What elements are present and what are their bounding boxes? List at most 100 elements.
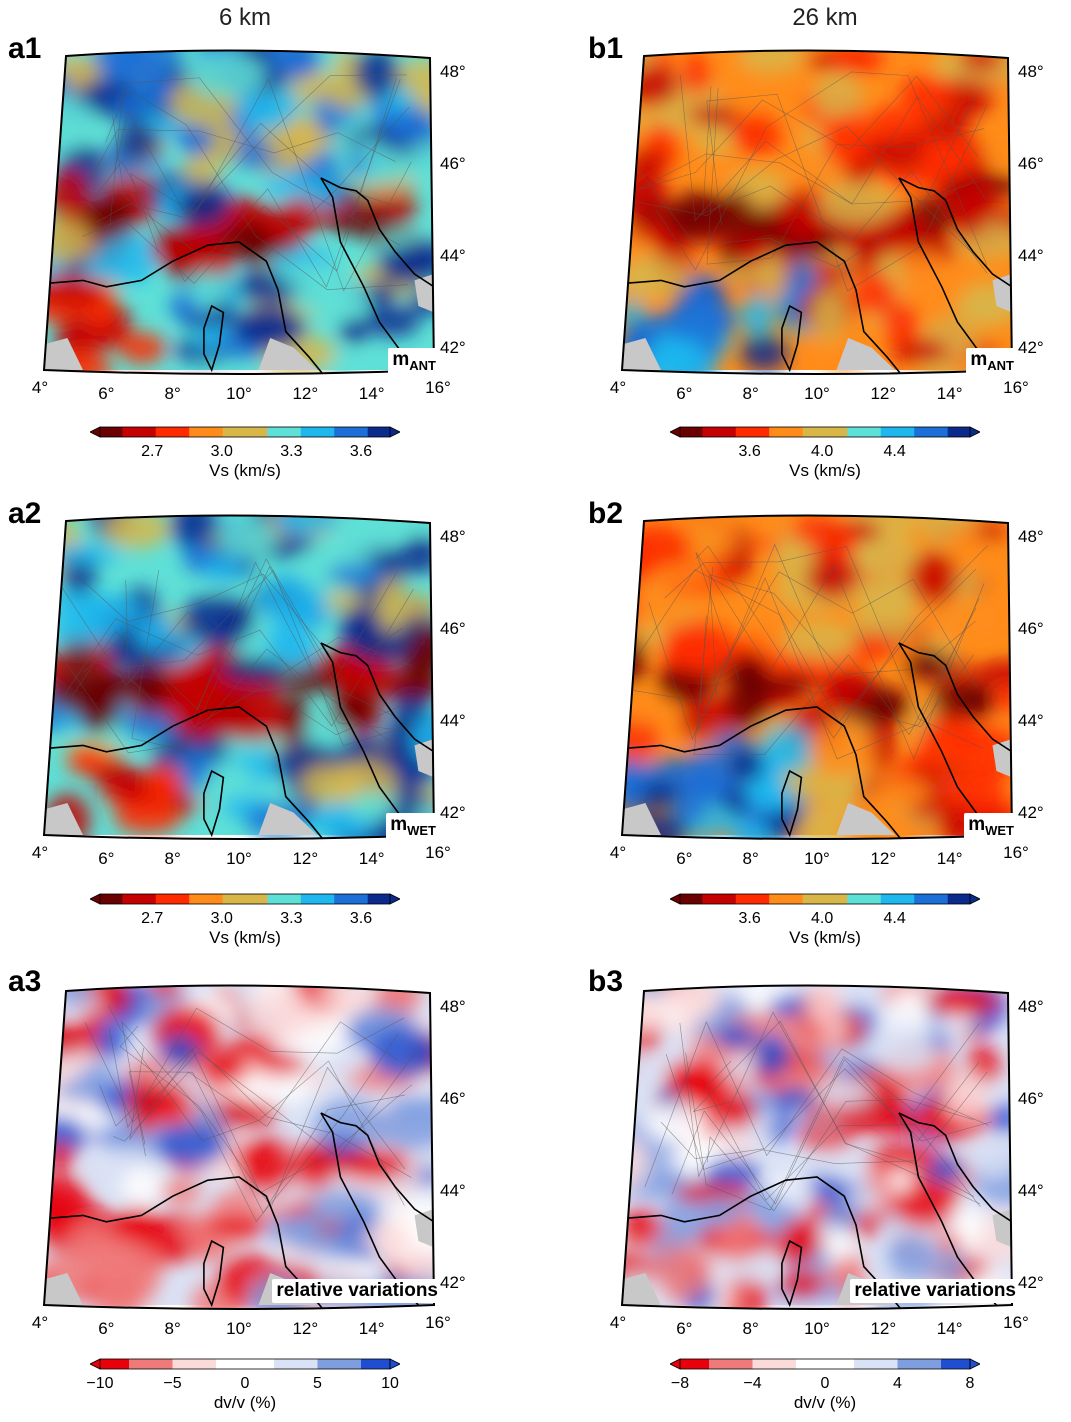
map-panel-b1: mANT 4° 6° 8° 10° 12° 14° 16° 48° 46° 44° 42°	[610, 49, 1044, 403]
colorbar-tick-label: −8	[670, 1375, 690, 1392]
colorbar-tick-label: 8	[965, 1375, 975, 1392]
lon-tick-label: 6°	[98, 384, 115, 403]
lon-tick-label: 14°	[358, 849, 385, 868]
lon-tick-label: 12°	[292, 384, 319, 403]
colorbar-a3: −10 −5 0 5 10 dv/v (%)	[86, 1357, 400, 1417]
badge-text: m	[392, 349, 410, 371]
lon-tick-label: 8°	[164, 849, 181, 868]
colorbar-tick-label: 4.0	[810, 910, 834, 927]
colorbar-tick-label: 3.3	[280, 443, 303, 460]
colorbar-tick-label: 3.0	[210, 910, 233, 927]
lon-tick-label: 10°	[804, 849, 830, 868]
panel-label-b1: b1	[588, 32, 624, 65]
lon-tick-label: 6°	[676, 384, 693, 403]
colorbar-tick-label: 0	[240, 1375, 250, 1392]
badge-text: m	[970, 349, 988, 371]
lat-tick-label: 46°	[1018, 1089, 1044, 1108]
colorbar-tick-label: 4.0	[810, 443, 834, 460]
lat-tick-label: 48°	[440, 527, 466, 546]
colorbar-tick-label: 2.7	[141, 443, 164, 460]
lon-tick-label: 14°	[358, 1319, 385, 1338]
colorbar-label: dv/v (%)	[213, 1393, 277, 1412]
colorbar-tick-label: 3.3	[280, 910, 303, 927]
lon-tick-label: 4°	[31, 1313, 49, 1332]
lon-tick-label: 10°	[226, 1319, 252, 1338]
lat-tick-label: 48°	[440, 62, 466, 81]
lon-tick-label: 14°	[358, 384, 385, 403]
lat-tick-label: 46°	[1018, 154, 1044, 173]
colorbar-tick-label: −10	[86, 1375, 114, 1392]
panel-label-a3: a3	[8, 965, 42, 998]
badge-subscript: WET	[985, 823, 1014, 838]
lon-tick-label: 14°	[936, 1319, 963, 1338]
column-title-right: 26 km	[792, 4, 858, 31]
badge-text: m	[390, 814, 408, 836]
lon-tick-label: 4°	[609, 1313, 627, 1332]
lon-tick-label: 16°	[425, 378, 451, 397]
lon-tick-label: 12°	[870, 384, 897, 403]
colorbar-tick-label: 10	[381, 1375, 399, 1392]
colorbar-tick-label: 2.7	[141, 910, 164, 927]
colorbar-tick-label: 0	[820, 1375, 830, 1392]
model-badge-b3: relative variations	[850, 1279, 1020, 1303]
lon-tick-label: 16°	[425, 843, 451, 862]
map-a3	[42, 984, 436, 1310]
lat-tick-label: 44°	[440, 1181, 466, 1200]
colorbar-gradient	[90, 1358, 400, 1370]
model-badge-a1: mANT	[388, 348, 440, 374]
column-title-left: 6 km	[218, 4, 271, 31]
lon-tick-label: 10°	[804, 1319, 830, 1338]
colorbar-label: Vs (km/s)	[789, 461, 861, 480]
colorbar-b1: 3.6 4.0 4.4 Vs (km/s)	[670, 425, 980, 485]
lat-tick-label: 46°	[440, 154, 466, 173]
colorbar-tick-label: −4	[743, 1375, 762, 1392]
colorbar-tick-label: 3.6	[738, 443, 761, 460]
lat-tick-label: 44°	[440, 246, 466, 265]
colorbar-tick-label: 3.6	[349, 910, 373, 927]
map-a1	[42, 49, 436, 375]
lon-tick-label: 8°	[742, 1319, 759, 1338]
colorbar-tick-label: 3.0	[210, 443, 233, 460]
lon-tick-label: 4°	[609, 378, 627, 397]
lon-tick-label: 6°	[676, 849, 693, 868]
model-badge-a3: relative variations	[272, 1279, 442, 1303]
lat-tick-label: 42°	[440, 803, 466, 822]
model-badge-b1: mANT	[966, 348, 1018, 374]
panel-label-a1: a1	[8, 32, 42, 65]
lon-tick-label: 8°	[164, 1319, 181, 1338]
lon-tick-label: 6°	[98, 1319, 115, 1338]
colorbar-gradient	[90, 426, 400, 438]
panel-label-a2: a2	[8, 497, 42, 530]
lat-tick-label: 44°	[1018, 711, 1044, 730]
lat-tick-label: 42°	[1018, 803, 1044, 822]
lat-tick-label: 42°	[440, 1273, 466, 1292]
lon-tick-label: 16°	[1003, 1313, 1029, 1332]
lon-tick-label: 4°	[609, 843, 627, 862]
colorbar-tick-label: 3.6	[738, 910, 761, 927]
lat-tick-label: 46°	[440, 1089, 466, 1108]
lon-tick-label: 16°	[1003, 378, 1029, 397]
lon-tick-label: 12°	[292, 1319, 319, 1338]
lon-tick-label: 14°	[936, 384, 963, 403]
badge-text: m	[968, 814, 986, 836]
colorbar-gradient	[670, 1358, 980, 1370]
lat-tick-label: 42°	[1018, 338, 1044, 357]
lat-tick-label: 44°	[440, 711, 466, 730]
lat-tick-label: 46°	[1018, 619, 1044, 638]
colorbar-gradient	[670, 893, 980, 905]
lat-tick-label: 48°	[1018, 997, 1044, 1016]
lon-tick-label: 10°	[226, 384, 252, 403]
lon-tick-label: 8°	[164, 384, 181, 403]
lon-tick-label: 6°	[676, 1319, 693, 1338]
colorbar-tick-label: 3.6	[349, 443, 373, 460]
map-panel-a1: mANT 4° 6° 8° 10° 12° 14° 16° 48° 46° 44° 42°	[32, 49, 466, 403]
colorbar-tick-label: 5	[313, 1375, 322, 1392]
map-panel-b2: mWET 4° 6° 8° 10° 12° 14° 16° 48° 46° 44° 42°	[610, 514, 1044, 868]
colorbar-label: Vs (km/s)	[209, 928, 281, 947]
badge-subscript: ANT	[987, 358, 1014, 373]
colorbar-tick-label: 4.4	[883, 910, 906, 927]
lon-tick-label: 12°	[870, 1319, 897, 1338]
lat-tick-label: 48°	[1018, 527, 1044, 546]
lon-tick-label: 16°	[425, 1313, 451, 1332]
colorbar-tick-label: 4	[893, 1375, 902, 1392]
